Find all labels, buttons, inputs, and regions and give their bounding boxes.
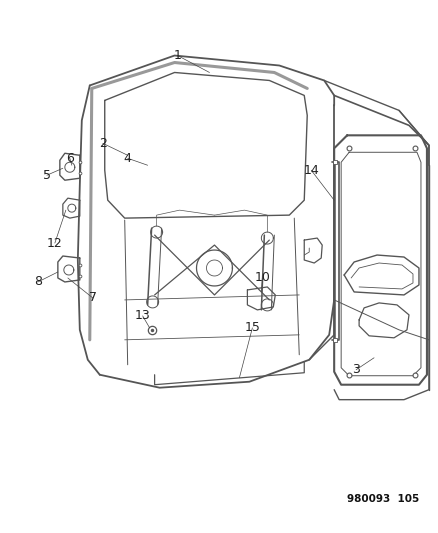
Text: 5: 5 (43, 169, 51, 182)
Text: 6: 6 (66, 152, 74, 165)
Text: 1: 1 (173, 49, 181, 62)
Text: 10: 10 (254, 271, 270, 285)
Text: 980093  105: 980093 105 (346, 495, 418, 504)
Text: 13: 13 (134, 309, 150, 322)
Text: 15: 15 (244, 321, 260, 334)
Text: 3: 3 (351, 364, 359, 376)
Text: 14: 14 (303, 164, 318, 177)
Text: 2: 2 (99, 137, 106, 150)
Text: 7: 7 (88, 292, 96, 304)
Text: 12: 12 (47, 237, 63, 249)
Text: 8: 8 (34, 276, 42, 288)
Text: 4: 4 (124, 152, 131, 165)
